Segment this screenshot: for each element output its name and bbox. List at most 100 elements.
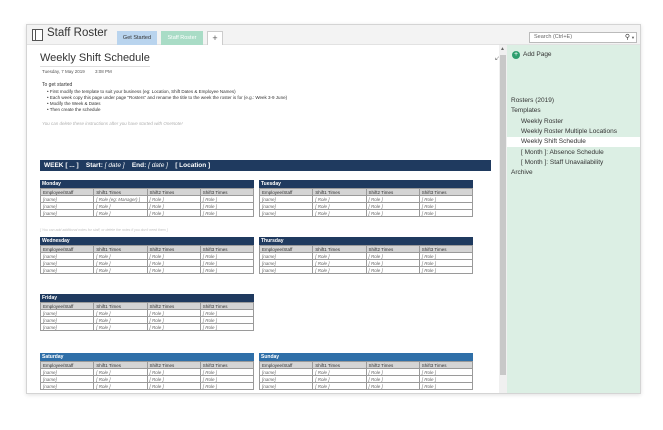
table-cell[interactable]: [name]	[39, 252, 95, 260]
table-cell[interactable]: [ Role ]	[199, 195, 255, 203]
column-header[interactable]: Shift2 Times	[146, 302, 201, 310]
expand-icon[interactable]: ⤢	[495, 53, 501, 63]
table-cell[interactable]: [ Role ]	[146, 323, 201, 331]
scroll-up-arrow-icon[interactable]: ▲	[500, 46, 505, 52]
table-cell[interactable]: [ Role ]	[312, 195, 367, 203]
table-cell[interactable]: [name]	[39, 368, 95, 376]
table-cell[interactable]: [ Role ]	[312, 368, 367, 376]
table-cell[interactable]: [name]	[39, 323, 95, 331]
table-cell[interactable]: [ Role ]	[418, 202, 474, 210]
column-header[interactable]: Employee/Staff	[39, 302, 95, 310]
column-header[interactable]: Shift1 Times	[93, 302, 148, 310]
column-header[interactable]: Shift2 Times	[365, 188, 420, 196]
column-header[interactable]: Shift1 Times	[93, 188, 148, 196]
table-cell[interactable]: [ Role ]	[93, 368, 148, 376]
column-header[interactable]: Employee/Staff	[258, 188, 314, 196]
tab-staff-roster[interactable]: Staff Roster	[161, 31, 203, 45]
search-input[interactable]: Search (Ctrl+E) ⚲ ▼	[529, 32, 637, 43]
column-header[interactable]: Shift3 Times	[199, 188, 255, 196]
table-cell[interactable]: [ Role ]	[418, 375, 474, 383]
column-header[interactable]: Employee/Staff	[258, 245, 314, 253]
table-cell[interactable]: [name]	[258, 252, 314, 260]
table-cell[interactable]: [ Role ]	[146, 375, 201, 383]
table-cell[interactable]: [ Role ]	[93, 316, 148, 324]
week-header-bar[interactable]: WEEK [ ... ] Start: [ date ] End: [ date…	[40, 160, 491, 171]
table-cell[interactable]: [ Role ]	[365, 266, 420, 274]
day-heading[interactable]: Sunday	[259, 353, 473, 361]
table-cell[interactable]: [ Role ]	[418, 209, 474, 217]
table-cell[interactable]: [ Role ]	[312, 252, 367, 260]
table-cell[interactable]: [ Role (eg: Manager) ]	[93, 195, 148, 203]
column-header[interactable]: Employee/Staff	[39, 188, 95, 196]
table-cell[interactable]: [ Role ]	[199, 309, 255, 317]
add-section-button[interactable]: +	[207, 31, 223, 45]
table-cell[interactable]: [ Role ]	[365, 259, 420, 267]
table-cell[interactable]: [ Role ]	[199, 259, 255, 267]
day-heading[interactable]: Monday	[40, 180, 254, 188]
column-header[interactable]: Shift1 Times	[312, 188, 367, 196]
nav-item-weekly-roster[interactable]: Weekly Roster	[521, 118, 564, 125]
table-cell[interactable]: [ Role ]	[146, 195, 201, 203]
table-cell[interactable]: [ Role ]	[199, 323, 255, 331]
table-cell[interactable]: [ Role ]	[365, 382, 420, 390]
table-cell[interactable]: [name]	[39, 266, 95, 274]
column-header[interactable]: Shift1 Times	[93, 245, 148, 253]
table-cell[interactable]: [ Role ]	[418, 195, 474, 203]
column-header[interactable]: Shift3 Times	[199, 302, 255, 310]
table-cell[interactable]: [name]	[39, 195, 95, 203]
table-cell[interactable]: [ Role ]	[199, 375, 255, 383]
table-cell[interactable]: [name]	[258, 266, 314, 274]
table-cell[interactable]: [ Role ]	[146, 202, 201, 210]
column-header[interactable]: Shift3 Times	[418, 361, 474, 369]
nav-item-absence-schedule[interactable]: [ Month ]: Absence Schedule	[521, 149, 604, 156]
column-header[interactable]: Shift1 Times	[312, 245, 367, 253]
table-cell[interactable]: [name]	[258, 375, 314, 383]
table-cell[interactable]: [ Role ]	[418, 382, 474, 390]
table-cell[interactable]: [name]	[258, 259, 314, 267]
nav-item-rosters[interactable]: Rosters (2019)	[511, 97, 554, 104]
day-heading[interactable]: Wednesday	[40, 237, 254, 245]
table-cell[interactable]: [ Role ]	[93, 252, 148, 260]
table-cell[interactable]: [name]	[258, 202, 314, 210]
table-cell[interactable]: [ Role ]	[199, 316, 255, 324]
table-cell[interactable]: [name]	[258, 209, 314, 217]
page-title[interactable]: Weekly Shift Schedule	[40, 52, 150, 64]
column-header[interactable]: Shift1 Times	[93, 361, 148, 369]
tab-get-started[interactable]: Get Started	[117, 31, 157, 45]
table-cell[interactable]: [ Role ]	[365, 252, 420, 260]
table-cell[interactable]: [ Role ]	[312, 259, 367, 267]
table-cell[interactable]: [ Role ]	[312, 266, 367, 274]
table-cell[interactable]: [name]	[39, 209, 95, 217]
table-cell[interactable]: [ Role ]	[199, 382, 255, 390]
table-cell[interactable]: [ Role ]	[312, 202, 367, 210]
table-cell[interactable]: [ Role ]	[146, 382, 201, 390]
table-cell[interactable]: [name]	[39, 202, 95, 210]
page-scrollbar[interactable]: ▲	[499, 45, 507, 393]
notebook-title[interactable]: Staff Roster	[47, 27, 108, 39]
column-header[interactable]: Shift3 Times	[418, 188, 474, 196]
table-cell[interactable]: [name]	[258, 368, 314, 376]
table-cell[interactable]: [name]	[39, 309, 95, 317]
nav-item-weekly-roster-multiple-locations[interactable]: Weekly Roster Multiple Locations	[521, 128, 617, 135]
add-page-button[interactable]: + Add Page	[512, 51, 552, 59]
table-cell[interactable]: [name]	[258, 382, 314, 390]
table-cell[interactable]: [ Role ]	[365, 195, 420, 203]
search-icon[interactable]: ⚲	[624, 34, 630, 41]
table-cell[interactable]: [ Role ]	[199, 368, 255, 376]
column-header[interactable]: Shift3 Times	[199, 361, 255, 369]
day-heading[interactable]: Friday	[40, 294, 254, 302]
table-cell[interactable]: [ Role ]	[365, 368, 420, 376]
day-heading[interactable]: Thursday	[259, 237, 473, 245]
table-cell[interactable]: [ Role ]	[199, 252, 255, 260]
day-heading[interactable]: Saturday	[40, 353, 254, 361]
table-cell[interactable]: [ Role ]	[199, 209, 255, 217]
table-cell[interactable]: [ Role ]	[418, 368, 474, 376]
table-cell[interactable]: [ Role ]	[418, 266, 474, 274]
table-cell[interactable]: [ Role ]	[146, 259, 201, 267]
table-cell[interactable]: [ Role ]	[146, 309, 201, 317]
table-cell[interactable]: [ Role ]	[365, 375, 420, 383]
table-cell[interactable]: [name]	[258, 195, 314, 203]
table-cell[interactable]: [ Role ]	[93, 202, 148, 210]
table-cell[interactable]: [ Role ]	[93, 266, 148, 274]
table-cell[interactable]: [ Role ]	[93, 375, 148, 383]
